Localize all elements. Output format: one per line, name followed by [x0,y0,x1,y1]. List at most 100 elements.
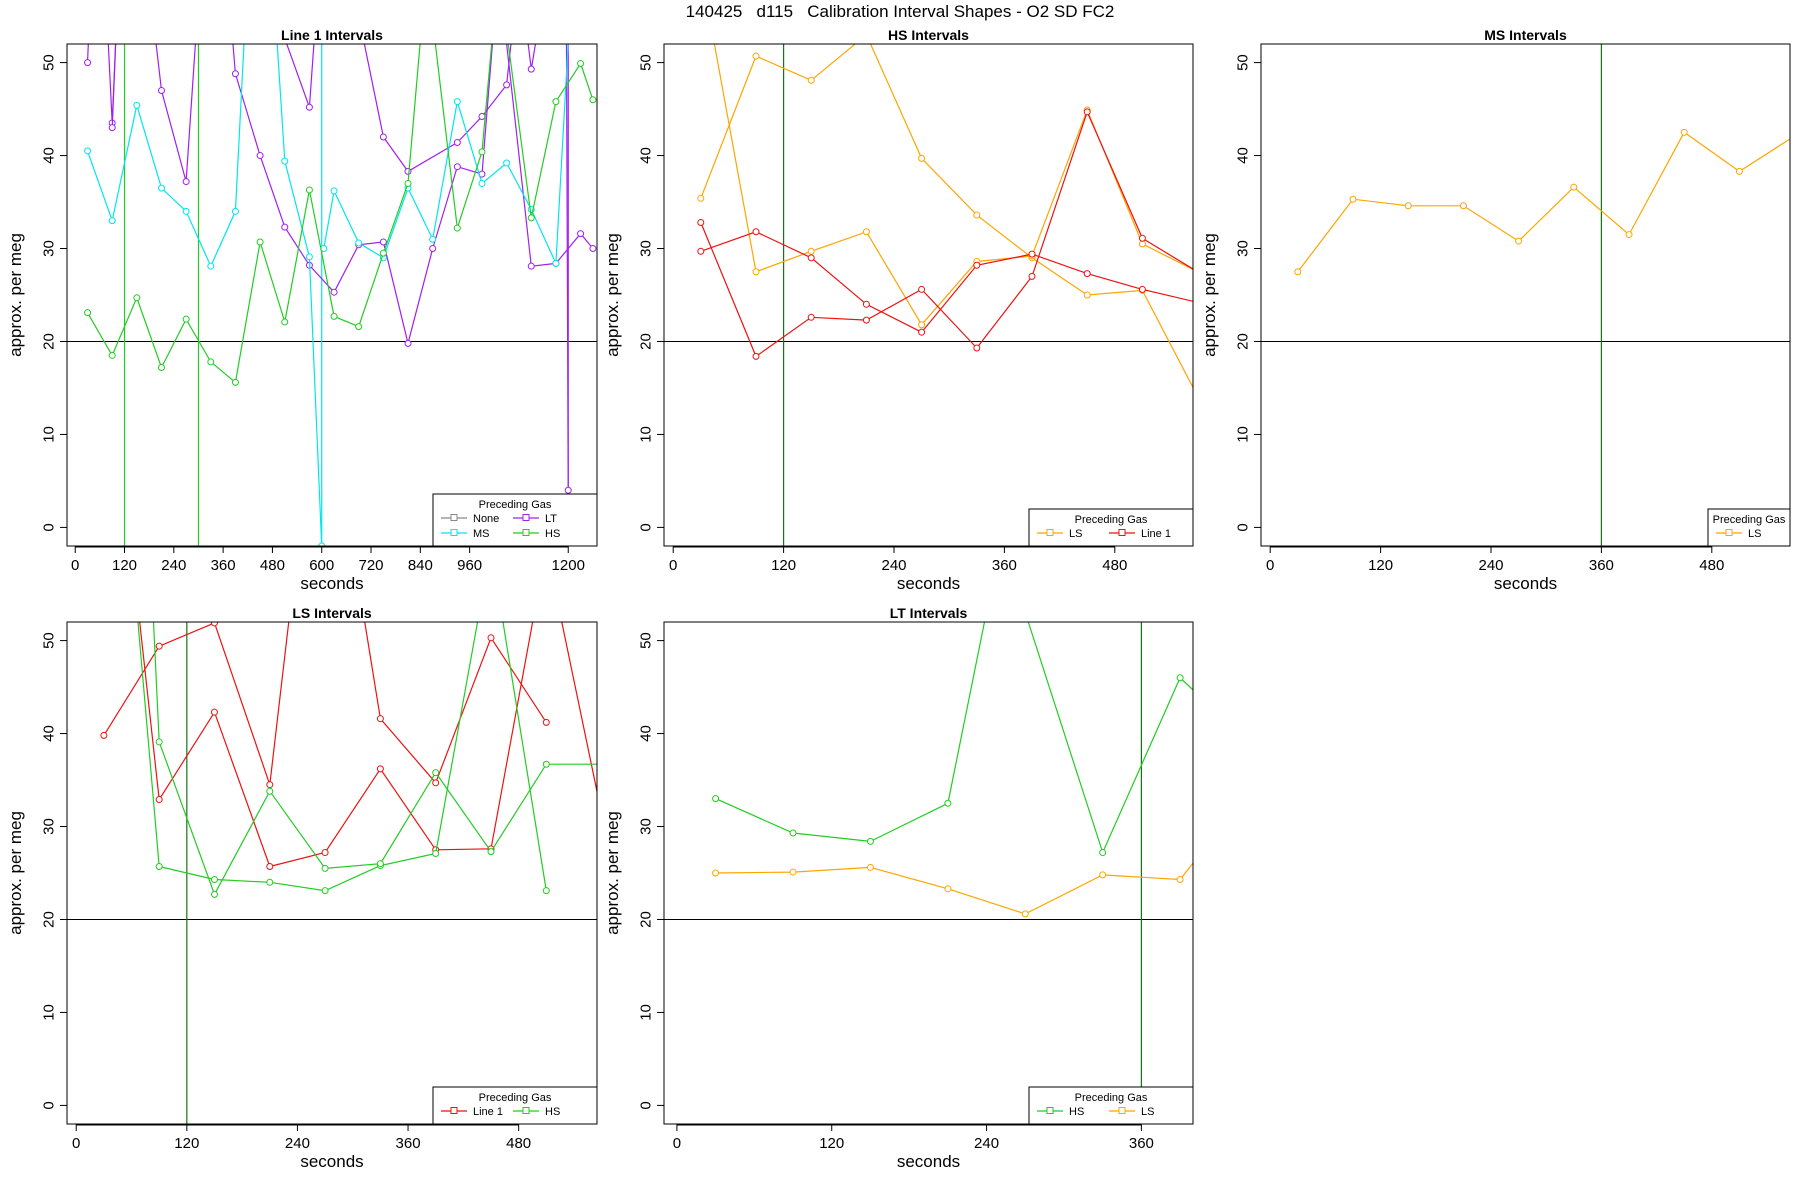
legend-entry-label: LT [545,513,557,525]
legend-swatch-marker [522,1107,530,1114]
data-point-hs [355,323,363,331]
data-point-line-1 [210,622,218,627]
data-point-line-1 [752,352,760,360]
y-tick-label: 0 [638,1101,655,1109]
legend-entry-label: HS [545,528,560,540]
data-point-hs [453,224,461,232]
legend: Preceding Gas LS Line 1 [1028,508,1194,547]
data-point-hs [599,761,605,767]
data-point-ls [752,52,760,60]
legend: Preceding Gas None LT MS HS [432,493,598,547]
x-tick-label: 0 [72,1135,80,1152]
data-point-hs [944,799,952,807]
plot-area [664,44,1201,546]
y-tick-label: 20 [41,911,58,928]
legend-title: Preceding Gas [1713,514,1786,526]
x-tick-label: 960 [457,557,482,574]
y-tick-label: 30 [41,818,58,835]
legend-title: Preceding Gas [1075,1092,1148,1104]
data-point-lt [182,178,190,186]
data-point-ls [1735,167,1743,175]
legend-swatch-marker [1118,1107,1126,1114]
data-point-lt [231,70,239,78]
data-point-ls [1195,393,1201,399]
plot-frame [663,43,1194,547]
data-point-hs [404,179,412,187]
data-point-hs [1176,674,1184,682]
legend-entry-label: HS [545,1106,560,1118]
data-point-hs [542,760,550,768]
x-tick-label: 360 [992,557,1017,574]
legend-box [432,1086,598,1125]
y-tick-label: 20 [638,911,655,928]
data-point-ms [84,147,92,155]
data-point-line-1 [1083,108,1091,116]
data-point-hs [379,249,387,257]
data-point-ms [503,159,511,167]
data-point-hs [478,148,486,156]
data-point-ls [712,869,720,877]
data-point-hs [1255,747,1261,753]
data-point-line-1 [862,300,870,308]
legend-entry-label: LS [1069,528,1082,540]
panel-title: MS Intervals [1484,27,1567,43]
data-point-ls [1515,237,1523,245]
x-tick-label: 240 [285,1135,310,1152]
series-line-line-1 [103,622,290,785]
legend-box [1028,1086,1194,1125]
data-point-ms [318,542,326,546]
series-line-line-1 [139,622,534,868]
data-point-hs [789,829,797,837]
data-point-ms [305,253,313,261]
data-point-hs [84,309,92,317]
data-point-line-1 [210,708,218,716]
plot-frame [66,43,598,547]
data-point-line-1 [973,261,981,269]
y-axis-label: approx. per meg [6,233,25,357]
data-point-line-1 [973,344,981,352]
data-point-ms [478,179,486,187]
y-tick-label: 10 [638,1004,655,1021]
data-point-line-1 [1083,270,1091,278]
data-point-ls [1459,202,1467,210]
x-tick-label: 240 [161,557,186,574]
y-tick-label: 10 [41,426,58,443]
y-tick-label: 50 [638,632,655,649]
y-tick-label: 30 [638,818,655,835]
chart-panel-line-1-intervals: Line 1 Intervals 0 120 240 360 480 600 720 840 96… [6,27,598,593]
x-tick-label: 360 [396,1135,421,1152]
panel-title: LS Intervals [292,605,372,621]
legend-swatch-marker [1046,1107,1054,1114]
data-point-ms [281,157,289,165]
data-point-line-1 [1028,250,1036,258]
data-point-line-1 [100,731,108,739]
series-line-line-1 [700,110,1193,358]
y-tick-label: 50 [1235,54,1252,71]
data-point-lt [305,103,313,111]
y-tick-label: 30 [1235,240,1252,257]
series-line-ls [700,44,1193,389]
data-point-ls [1349,195,1357,203]
legend-title: Preceding Gas [1075,514,1148,526]
series-line-hs [137,622,547,892]
data-point-hs [432,849,440,857]
data-point-line-1 [1028,272,1036,280]
data-point-ms [108,217,116,225]
data-point-ls [918,321,926,329]
data-point-line-1 [752,228,760,236]
data-point-ls [918,154,926,162]
data-point-lt [379,133,387,141]
data-point-hs [330,312,338,320]
data-point-line-1 [918,285,926,293]
data-point-hs [210,890,218,898]
x-tick-label: 720 [359,557,384,574]
data-point-lt [379,238,387,246]
plot-area [1261,44,1790,546]
series-line-ls [715,862,1193,915]
series-line-ms [86,44,245,268]
legend-entry-label: Line 1 [1141,528,1171,540]
data-point-ls [697,194,705,202]
legend-title: Preceding Gas [479,499,552,511]
series-line-lt [286,44,537,173]
data-point-hs [577,60,585,68]
